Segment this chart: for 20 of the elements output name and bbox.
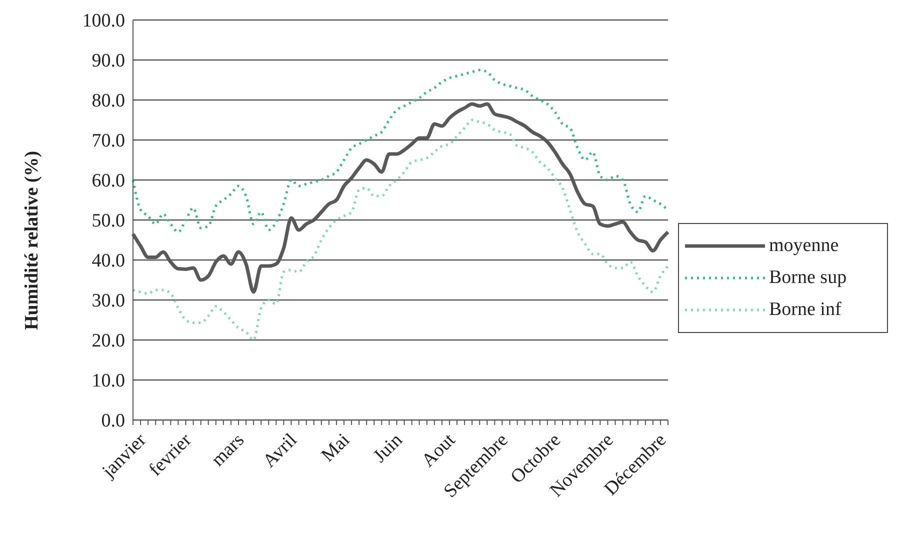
y-tick-label: 90.0 [92, 50, 125, 72]
y-tick-label: 20.0 [92, 330, 125, 352]
y-tick-label: 10.0 [92, 370, 125, 392]
y-tick-label: 50.0 [92, 210, 125, 232]
line-series [132, 118, 670, 342]
y-axis-title: Humidité relative (%) [22, 150, 43, 330]
legend-label: Borne sup [769, 267, 847, 289]
y-tick-label: 40.0 [92, 250, 125, 272]
y-tick-label: 30.0 [92, 290, 125, 312]
y-tick-label: 80.0 [92, 90, 125, 112]
line-series [132, 68, 670, 234]
y-tick-label: 100.0 [82, 10, 125, 32]
x-tick-label: mars [208, 430, 248, 471]
y-tick-label: 60.0 [92, 170, 125, 192]
x-tick-label: Mai [317, 430, 354, 466]
y-tick-label: 0.0 [101, 410, 125, 432]
legend-label: Borne inf [769, 299, 842, 321]
legend-label: moyenne [769, 235, 839, 257]
x-tick-label: Juin [369, 429, 408, 467]
y-tick-label: 70.0 [92, 130, 125, 152]
